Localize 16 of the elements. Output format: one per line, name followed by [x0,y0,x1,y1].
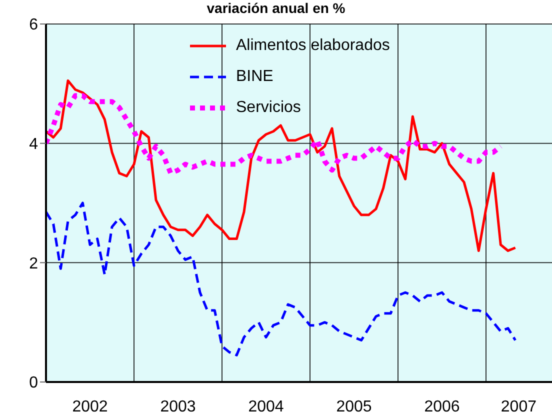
y-tick-label: 0 [29,374,38,392]
x-tick-label: 2007 [500,398,537,416]
x-tick-label: 2003 [160,398,196,416]
chart-title: variación anual en % [206,0,346,16]
legend-label: Alimentos elaborados [236,36,390,54]
line-series [46,202,517,356]
y-tick-label: 4 [29,136,38,154]
x-tick-label: 2005 [336,398,372,416]
legend-label: Servicios [236,98,301,116]
line-series [46,79,517,252]
y-tick-label: 6 [29,16,38,34]
x-tick-label: 2004 [248,398,284,416]
legend-label: BINE [236,68,274,86]
x-tick-label: 2006 [424,398,460,416]
y-tick-label: 2 [29,255,38,272]
x-tick-label: 2002 [72,398,108,416]
